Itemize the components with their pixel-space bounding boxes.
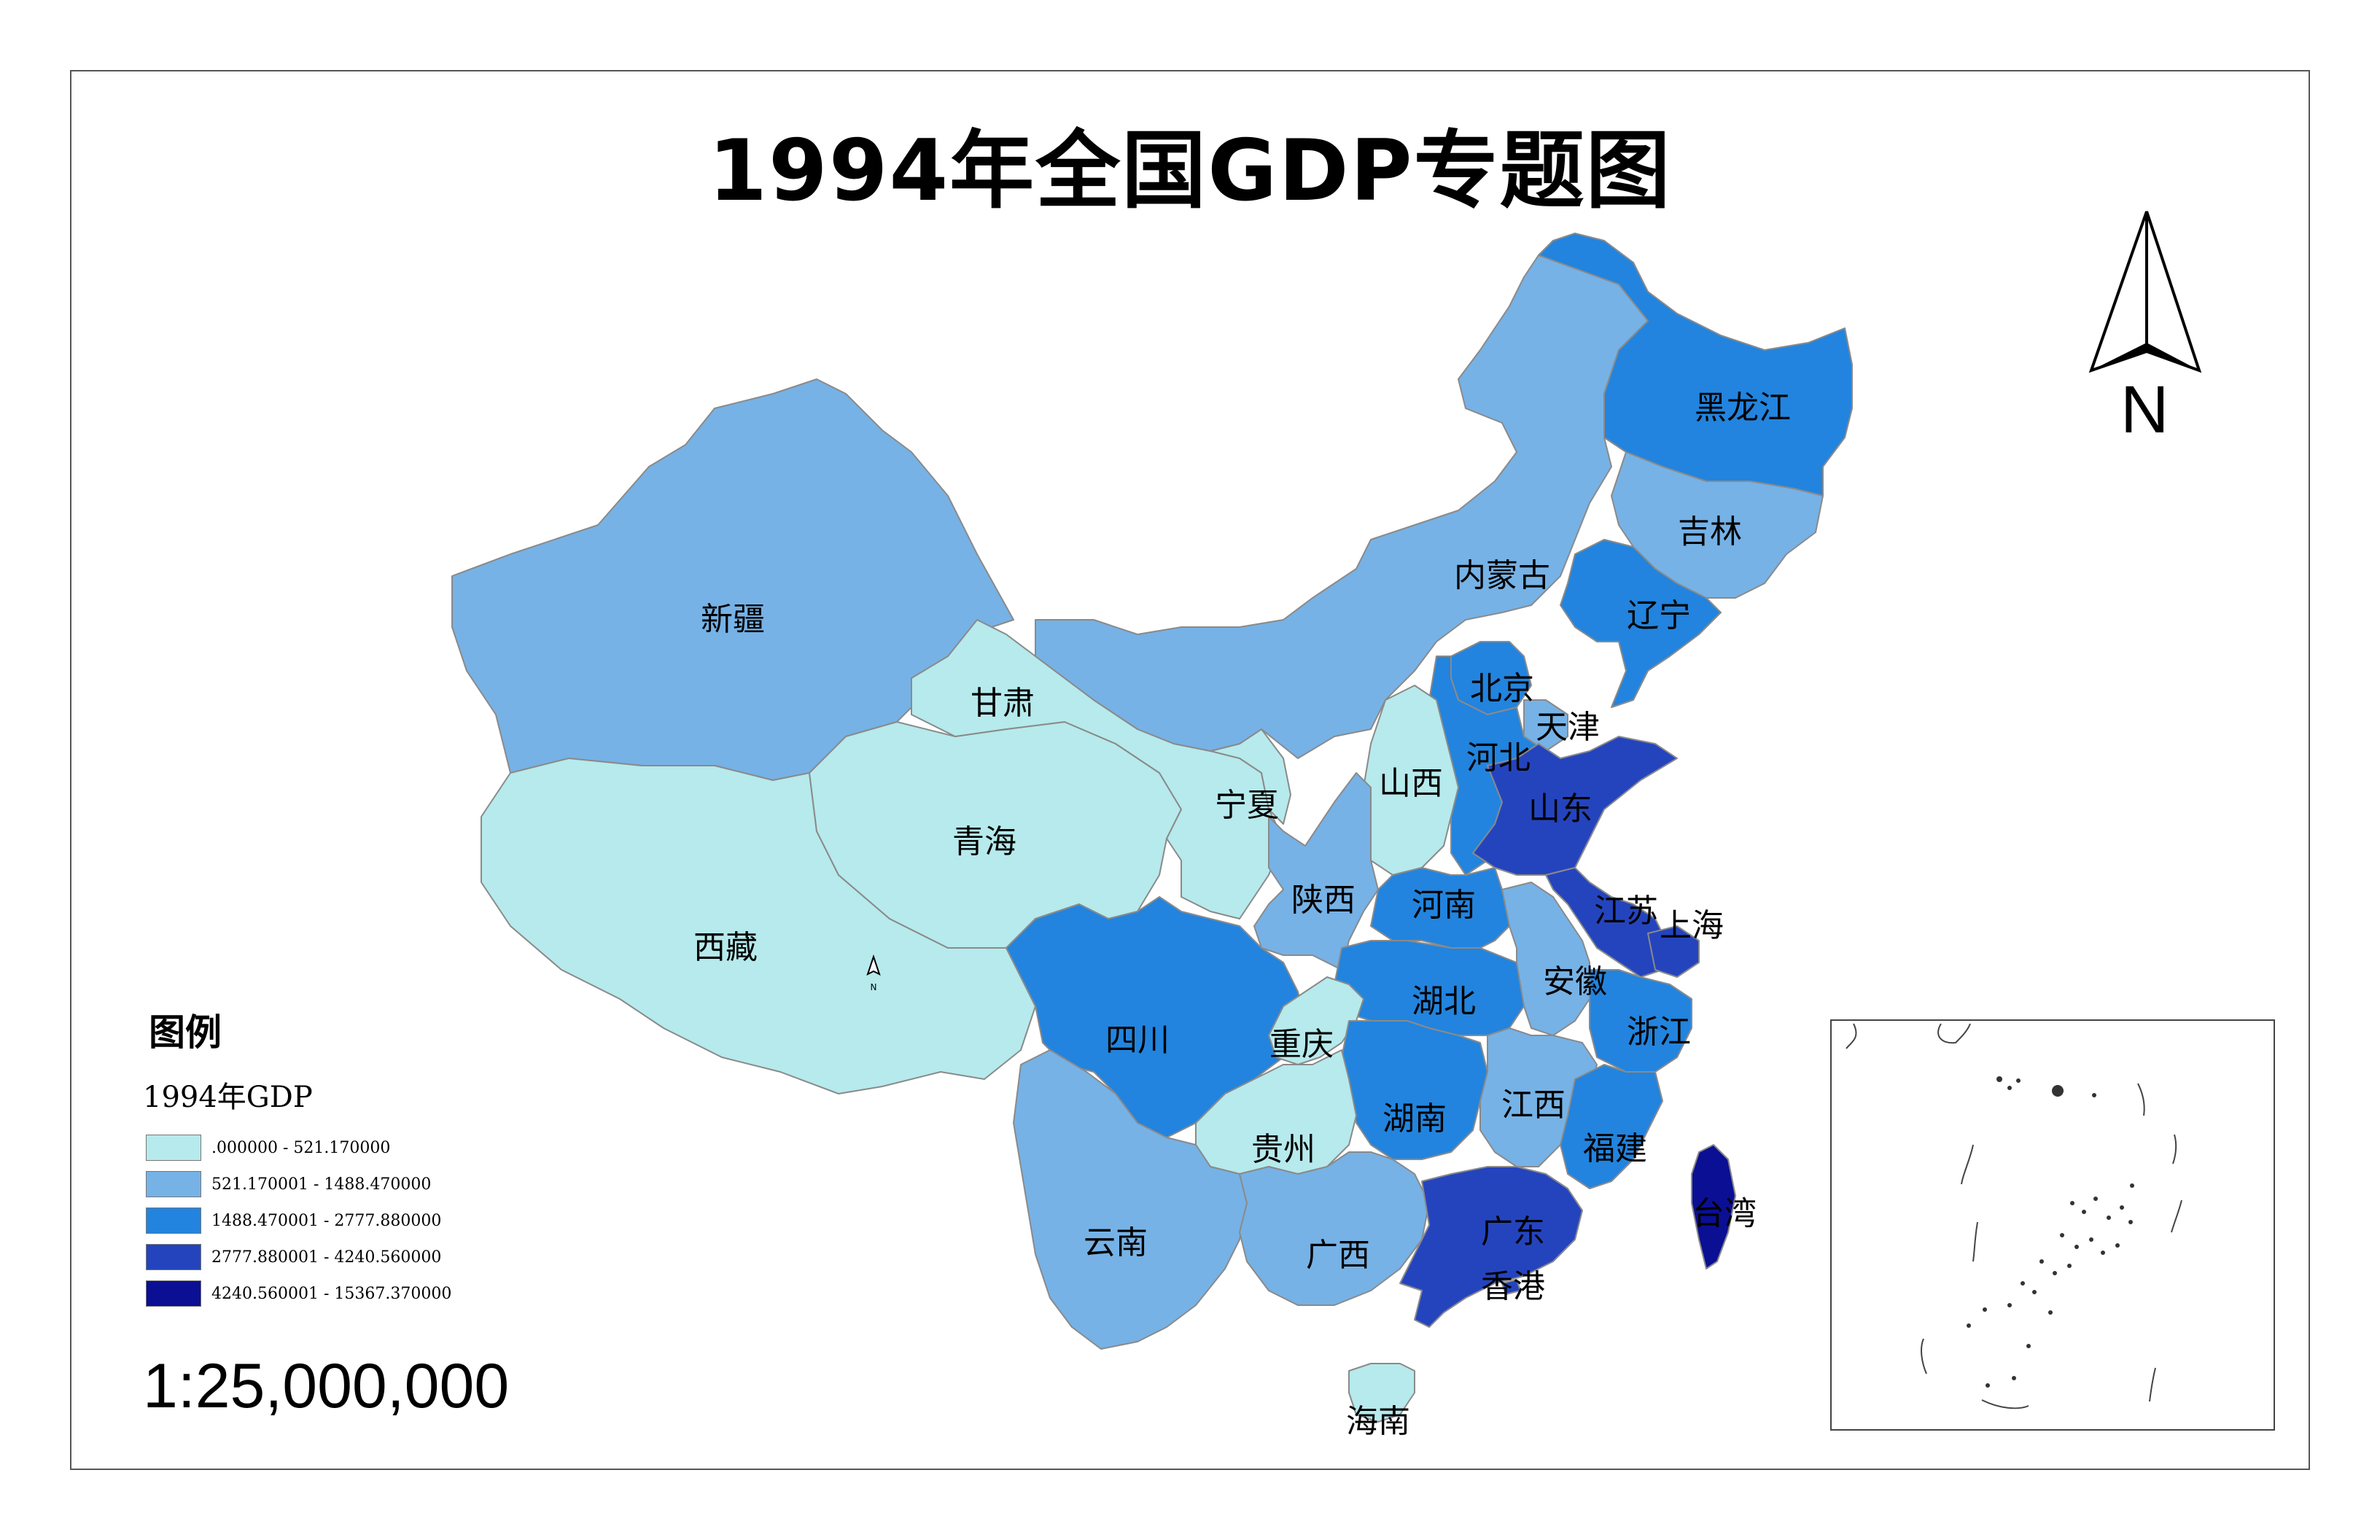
province-label: 安徽 (1543, 963, 1607, 1000)
province-7 (1611, 451, 1824, 599)
legend-label: 4240.560001 - 15367.370000 (211, 1284, 452, 1303)
province-label: 陕西 (1291, 882, 1356, 919)
province-32 (1348, 1363, 1415, 1423)
province-label: 吉林 (1678, 513, 1742, 551)
province-label: 山东 (1528, 790, 1592, 828)
province-label: 贵州 (1251, 1131, 1315, 1168)
province-label: 天津 (1536, 709, 1600, 746)
province-29 (1399, 1166, 1583, 1328)
legend-item: 1488.470001 - 2777.880000 (146, 1206, 441, 1235)
province-label: 青海 (952, 823, 1016, 860)
province-label: 浙江 (1627, 1014, 1691, 1051)
province-label: 上海 (1660, 907, 1724, 944)
inset-islands (1846, 1023, 2182, 1409)
province-label: 河北 (1466, 739, 1531, 777)
province-14 (1253, 772, 1379, 971)
legend-label: .000000 - 521.170000 (211, 1138, 391, 1157)
province-label: 新疆 (701, 601, 765, 638)
legend-swatch (146, 1135, 201, 1161)
province-18 (1501, 882, 1590, 1036)
legend-item: 521.170001 - 1488.470000 (146, 1170, 431, 1199)
province-label: 香港 (1481, 1268, 1545, 1305)
province-1 (481, 758, 1036, 1094)
province-label: 西藏 (693, 929, 758, 966)
province-22 (1589, 969, 1692, 1073)
legend-swatch (146, 1280, 201, 1307)
province-label: 广东 (1481, 1213, 1545, 1251)
legend-field-name: 1994年GDP (143, 1081, 313, 1114)
province-27 (1013, 1049, 1248, 1350)
province-label: 江西 (1501, 1086, 1566, 1124)
province-26 (1560, 1064, 1663, 1189)
map-frame (70, 70, 2310, 1470)
legend-label: 521.170001 - 1488.470000 (211, 1175, 432, 1194)
province-31 (1691, 1144, 1736, 1269)
north-label: N (2120, 373, 2169, 447)
north-arrow-icon (2088, 211, 2202, 373)
legend-swatch (146, 1244, 201, 1270)
province-label: 四川 (1105, 1022, 1170, 1059)
province-13 (1472, 736, 1678, 876)
province-label: 广西 (1306, 1237, 1370, 1274)
scale-text: 1:25,000,000 (143, 1351, 510, 1421)
province-23 (1341, 1020, 1488, 1160)
province-label: 甘肃 (971, 685, 1035, 722)
province-6 (1538, 233, 1853, 497)
legend-swatch (146, 1171, 201, 1197)
province-30 (1501, 1279, 1521, 1295)
province-label: 重庆 (1269, 1026, 1334, 1063)
province-5 (1035, 240, 1649, 759)
legend-item: 2777.880001 - 4240.560000 (146, 1242, 441, 1272)
province-label: 湖北 (1412, 983, 1476, 1020)
province-label: 内蒙古 (1454, 557, 1550, 594)
south-china-sea-inset (1830, 1019, 2275, 1431)
province-label: 海南 (1346, 1403, 1410, 1440)
province-label: 福建 (1583, 1130, 1647, 1167)
legend-title: 图例 (149, 1011, 222, 1054)
province-label: 江苏 (1594, 892, 1658, 930)
small-north-arrow-icon: N (866, 954, 881, 992)
province-label: 辽宁 (1627, 597, 1691, 634)
province-label: 北京 (1470, 670, 1534, 707)
province-label: 黑龙江 (1695, 389, 1791, 427)
legend-label: 1488.470001 - 2777.880000 (211, 1211, 442, 1230)
province-label: 山西 (1379, 765, 1443, 802)
legend-swatch (146, 1208, 201, 1234)
province-label: 河南 (1412, 887, 1476, 924)
province-label: 宁夏 (1215, 787, 1279, 824)
legend-label: 2777.880001 - 4240.560000 (211, 1248, 442, 1267)
small-north-label: N (871, 982, 877, 992)
province-8 (1560, 539, 1722, 708)
legend-item: 4240.560001 - 15367.370000 (146, 1279, 451, 1308)
province-label: 云南 (1084, 1224, 1148, 1261)
province-17 (1647, 925, 1700, 978)
legend-item: .000000 - 521.170000 (146, 1133, 390, 1162)
province-label: 湖南 (1382, 1100, 1447, 1138)
map-title: 1994年全国GDP专题图 (708, 122, 1672, 220)
province-label: 台湾 (1692, 1195, 1757, 1232)
